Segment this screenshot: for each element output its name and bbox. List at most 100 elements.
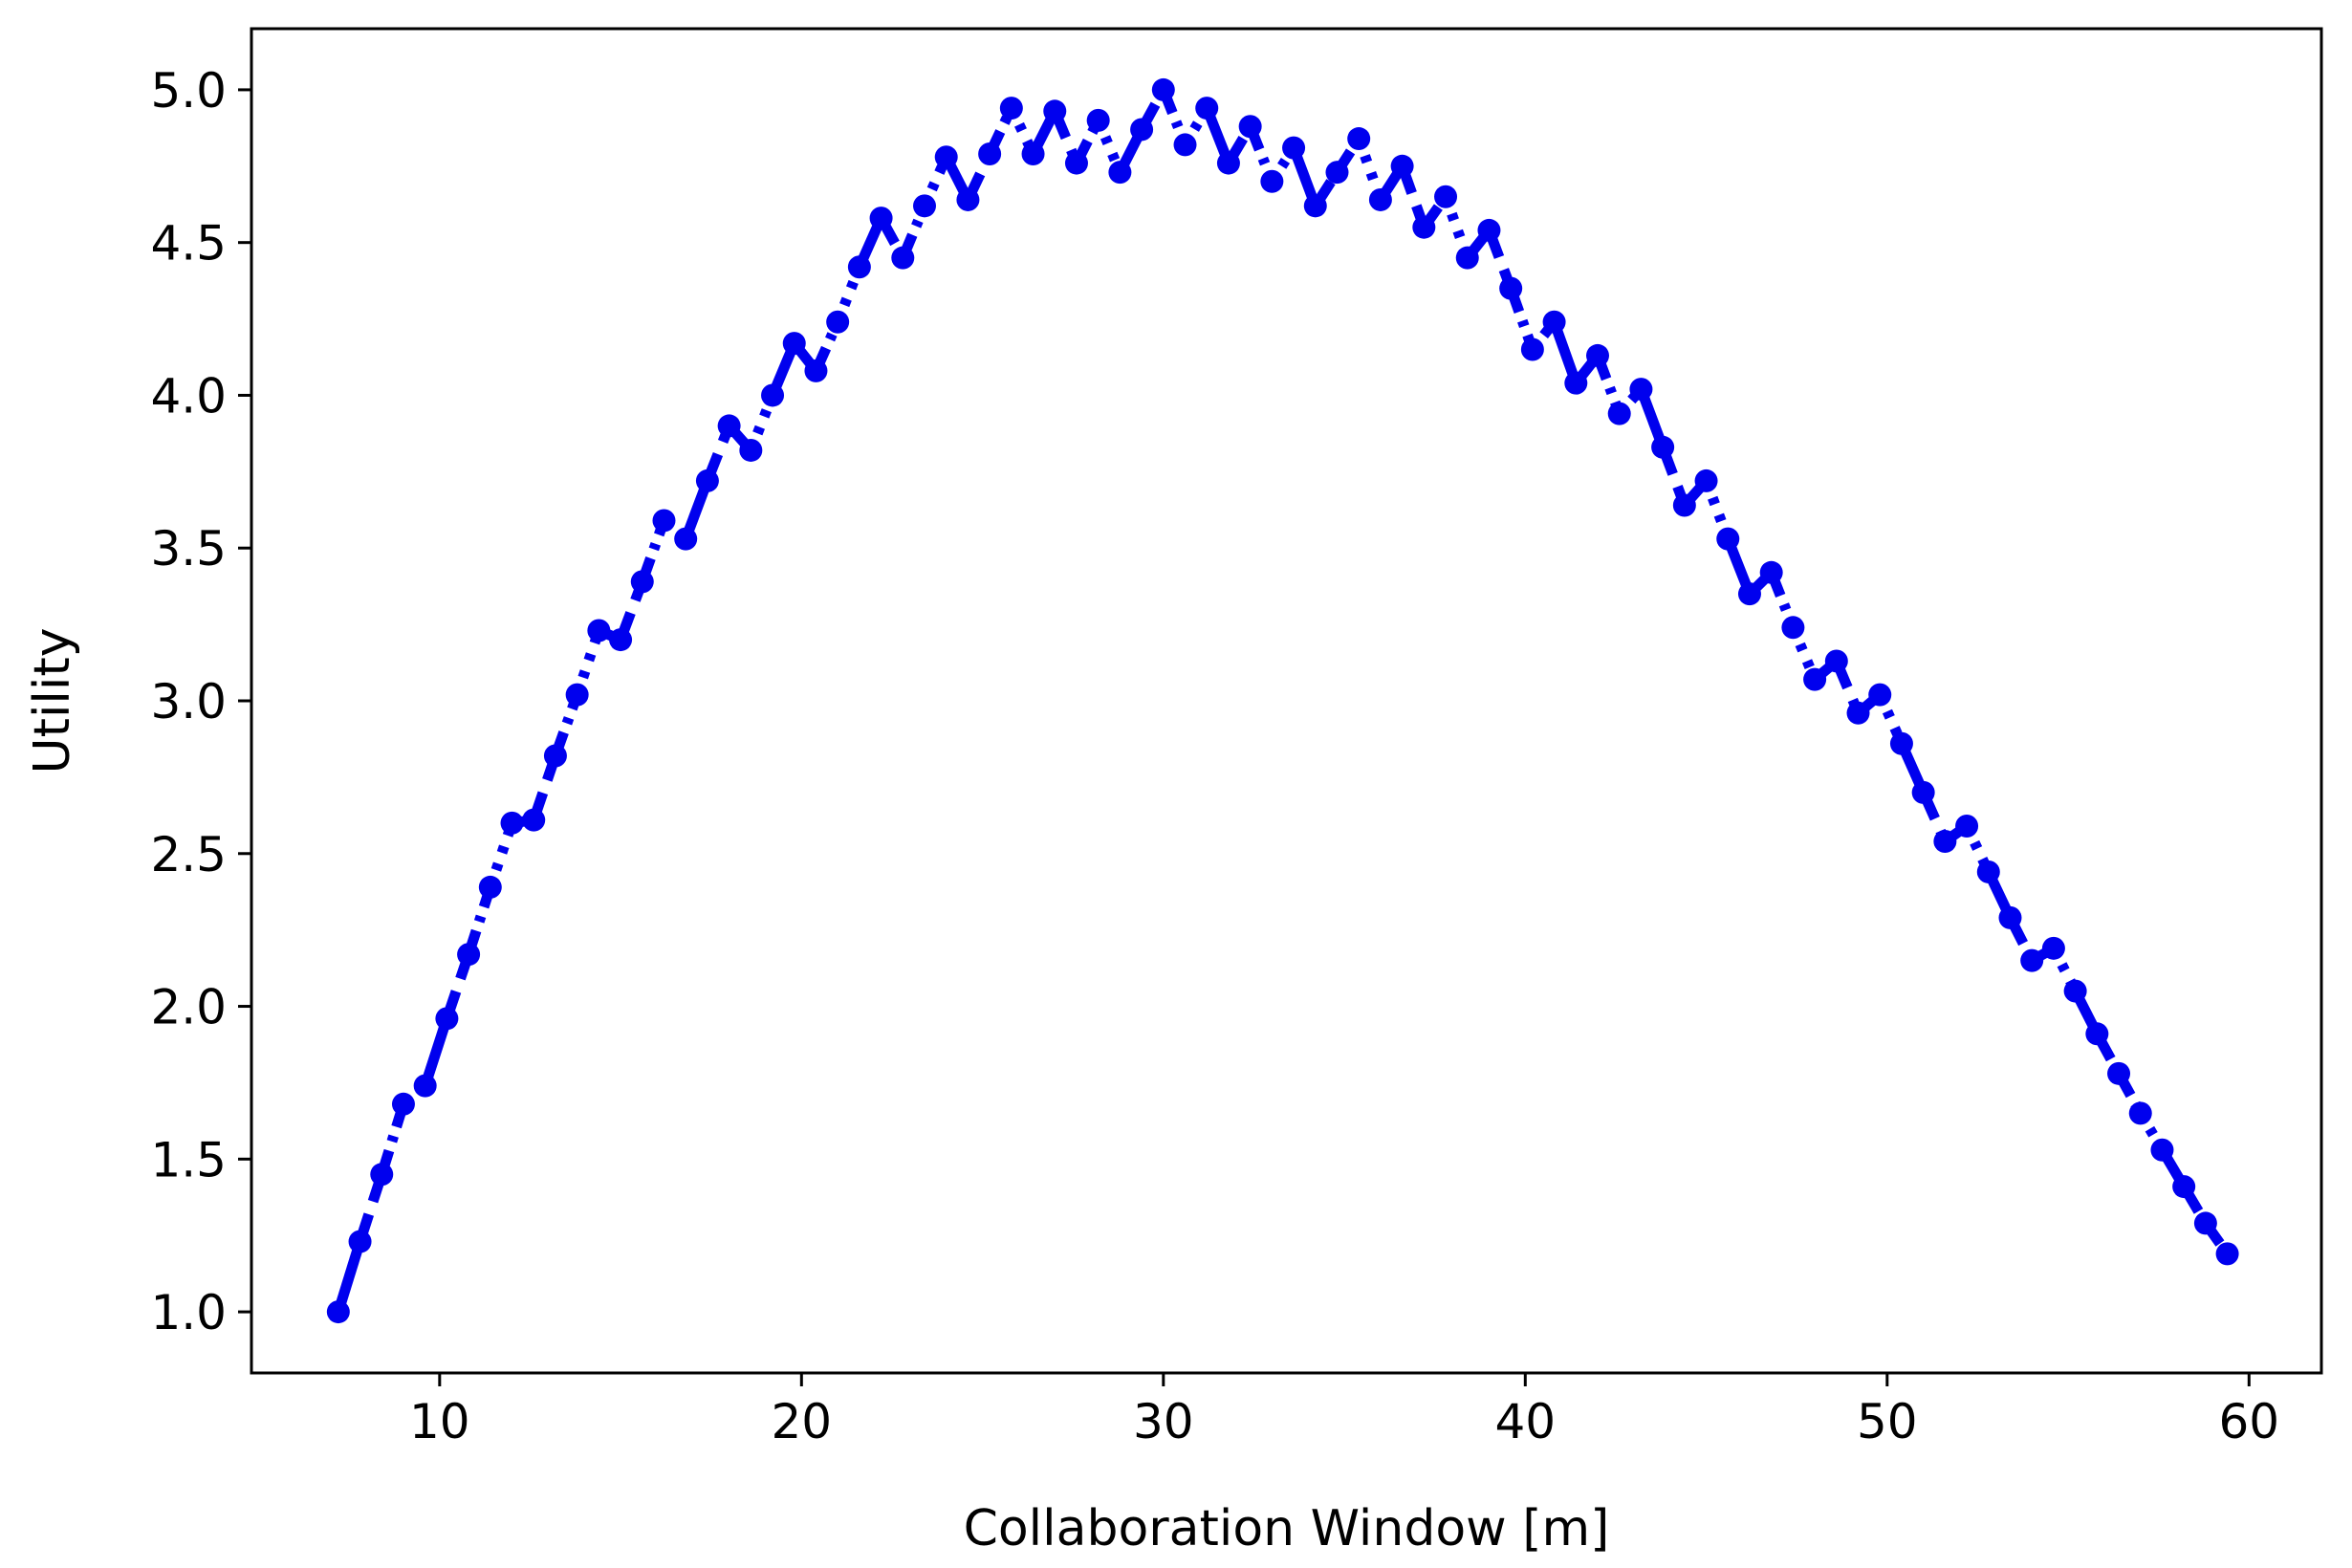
data-point <box>1759 560 1783 584</box>
data-point <box>1021 142 1045 166</box>
data-point <box>2041 936 2065 960</box>
x-axis-ticks: 10 20 30 40 50 60 <box>409 1373 2279 1449</box>
data-point <box>1803 667 1827 691</box>
data-point <box>1846 701 1870 725</box>
data-point <box>1325 161 1349 185</box>
series-markers <box>326 77 2239 1324</box>
data-point <box>869 207 893 230</box>
data-point <box>913 194 937 218</box>
data-point <box>1586 343 1610 367</box>
data-point <box>1130 118 1154 142</box>
data-point <box>1390 154 1414 178</box>
data-point <box>1173 133 1197 157</box>
data-point <box>391 1092 415 1116</box>
data-point <box>2063 979 2087 1003</box>
data-point <box>674 527 698 551</box>
data-point <box>1694 468 1718 492</box>
x-tick-label: 30 <box>1133 1394 1194 1449</box>
y-tick-label: 4.0 <box>150 368 227 424</box>
data-point <box>522 808 546 832</box>
data-point <box>435 1007 459 1031</box>
data-point <box>804 359 828 382</box>
data-point <box>1260 169 1284 193</box>
data-point <box>348 1230 372 1253</box>
data-point <box>1564 371 1588 395</box>
data-point <box>413 1074 437 1098</box>
data-point <box>1520 338 1544 361</box>
series-segment <box>377 1102 409 1176</box>
data-point <box>1737 582 1761 606</box>
x-tick-label: 60 <box>2218 1394 2279 1449</box>
series-segment <box>355 1172 387 1244</box>
series-line <box>333 87 2232 1314</box>
plot-frame <box>250 27 2323 1375</box>
data-point <box>2107 1061 2131 1085</box>
data-point <box>609 628 633 652</box>
data-point <box>2128 1101 2152 1125</box>
data-point <box>1064 151 1088 175</box>
data-point <box>978 142 1002 166</box>
y-axis-label: Utility <box>24 628 81 774</box>
data-point <box>2085 1022 2109 1046</box>
data-point <box>2172 1175 2196 1199</box>
y-tick-label: 5.0 <box>150 63 227 119</box>
data-point <box>1238 115 1262 139</box>
data-point <box>761 383 785 407</box>
data-point <box>1542 310 1566 334</box>
data-point <box>1672 493 1696 517</box>
data-point <box>1347 127 1371 151</box>
data-point <box>1086 108 1110 132</box>
data-point <box>500 811 524 835</box>
data-point <box>1868 683 1892 707</box>
data-point <box>847 255 871 279</box>
y-tick-label: 4.5 <box>150 216 227 272</box>
data-point <box>1976 860 2000 883</box>
data-point <box>565 683 589 707</box>
data-point <box>630 570 654 594</box>
data-point <box>1151 77 1175 101</box>
data-point <box>1434 185 1458 208</box>
series-segment <box>1180 105 1211 148</box>
data-point <box>1216 151 1240 175</box>
data-point <box>1889 731 1913 755</box>
data-point <box>956 187 980 211</box>
data-point <box>2215 1242 2239 1266</box>
data-point <box>1499 276 1523 300</box>
data-point <box>2150 1138 2174 1162</box>
data-point <box>1043 99 1067 123</box>
series-segment <box>420 1016 452 1088</box>
y-tick-label: 2.0 <box>150 980 227 1035</box>
data-point <box>2193 1211 2217 1235</box>
data-point <box>652 509 676 533</box>
data-point <box>1955 815 1979 838</box>
y-axis-ticks: 1.0 1.5 2.0 2.5 3.0 3.5 4.0 4.5 5.0 <box>150 63 251 1340</box>
data-point <box>1455 246 1479 270</box>
series-segment <box>333 1239 365 1314</box>
y-tick-label: 3.5 <box>150 521 227 577</box>
x-tick-label: 20 <box>772 1394 833 1449</box>
data-point <box>1716 527 1740 551</box>
data-point <box>1477 218 1501 242</box>
data-point <box>1651 435 1675 459</box>
data-point <box>695 468 719 492</box>
data-point <box>543 744 567 768</box>
data-point <box>370 1163 394 1187</box>
data-point <box>587 619 611 642</box>
x-tick-label: 50 <box>1857 1394 1918 1449</box>
data-point <box>1368 187 1392 211</box>
data-point <box>1998 905 2022 929</box>
data-point <box>1108 161 1132 185</box>
data-point <box>739 438 763 462</box>
data-point <box>1781 616 1805 640</box>
y-tick-label: 3.0 <box>150 674 227 730</box>
data-point <box>891 246 915 270</box>
data-point <box>1933 829 1957 853</box>
series-segment <box>2136 1110 2167 1153</box>
data-point <box>1607 402 1631 425</box>
data-point <box>1629 378 1653 402</box>
data-point <box>826 310 850 334</box>
y-tick-label: 1.0 <box>150 1285 227 1340</box>
series-segment <box>463 885 496 956</box>
y-tick-label: 2.5 <box>150 827 227 882</box>
